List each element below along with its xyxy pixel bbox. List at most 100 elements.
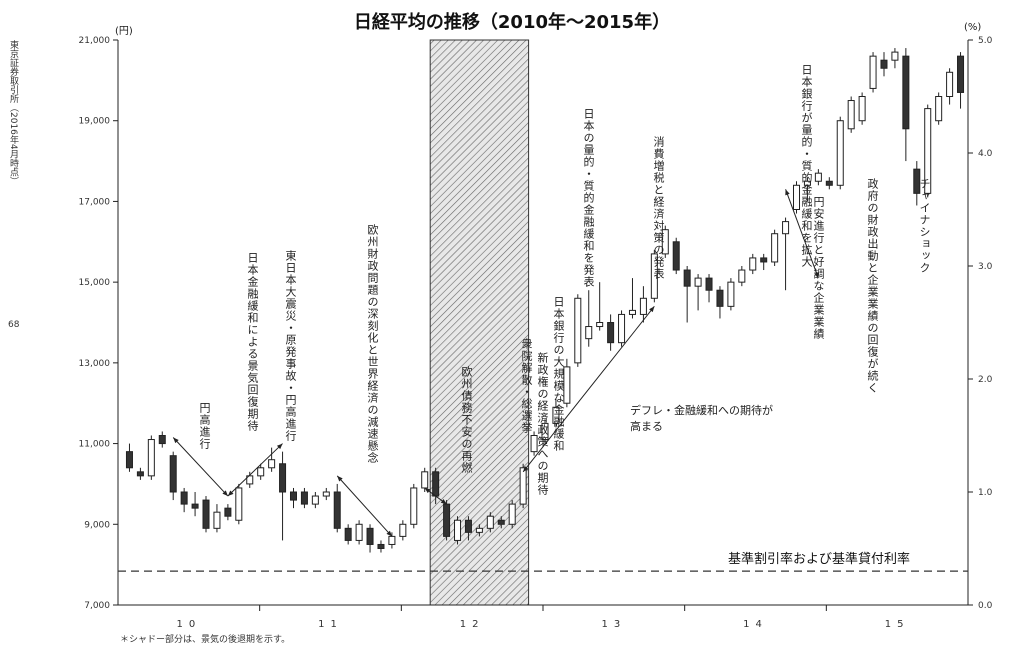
candle-body <box>399 523 407 537</box>
y-right-tick-label: 3.0 <box>978 262 993 272</box>
annotation-13: 政府の財政出動と企業業績の回復が続く <box>866 178 879 394</box>
candle-body <box>902 55 910 130</box>
y-left-tick-label: 21,000 <box>79 36 111 46</box>
y-left-unit: (円) <box>115 26 133 37</box>
candle-body <box>607 322 615 344</box>
rate-line-label: 基準割引率および基準貸付利率 <box>728 552 911 567</box>
candle-body <box>311 495 319 505</box>
arrow-head <box>440 498 447 505</box>
candle-body <box>803 180 811 186</box>
annotation-12: 円安進行と好調な企業業績 <box>812 196 825 340</box>
y-right-tick-label: 5.0 <box>978 36 993 46</box>
candle-body <box>191 503 199 509</box>
candle-body <box>235 487 243 521</box>
candle-body <box>508 503 516 525</box>
arrow-head <box>523 466 529 472</box>
annotation-arrow <box>522 306 655 473</box>
candle-body <box>541 422 549 441</box>
candle-body <box>563 366 571 404</box>
candle-body <box>957 55 965 93</box>
y-left-tick-label: 15,000 <box>79 278 111 288</box>
candle-body <box>814 172 822 182</box>
candle-body <box>464 519 472 533</box>
candle-body <box>410 487 418 525</box>
candle-body <box>913 168 921 194</box>
annotation-8: 日本銀行の大規模な金融緩和 <box>552 296 565 452</box>
arrow-head <box>386 530 392 537</box>
candle-body <box>169 455 177 493</box>
candle-body <box>180 491 188 505</box>
candle-body <box>672 241 680 271</box>
y-right-tick-label: 4.0 <box>978 149 993 159</box>
candle-body <box>421 471 429 489</box>
arrow-head <box>276 443 283 450</box>
y-left-tick-label: 17,000 <box>79 197 111 207</box>
candle-body <box>530 435 538 453</box>
candle-body <box>858 96 866 122</box>
x-tick-label: 15 <box>885 619 910 630</box>
annotation-3: 東日本大震災・原発事故・円高進行 <box>284 250 297 442</box>
candle-body <box>344 527 352 541</box>
arrow-head <box>227 490 234 497</box>
annotation-6: 衆院解散・総選挙 <box>520 338 533 434</box>
candle-body <box>628 309 636 315</box>
candle-body <box>454 519 462 541</box>
candle-body <box>771 233 779 263</box>
candle-body <box>847 100 855 130</box>
annotation-arrow <box>172 437 229 497</box>
annotation-arrow <box>227 443 283 497</box>
candle-body <box>213 511 221 529</box>
candle-body <box>432 471 440 497</box>
candle-body <box>268 459 276 469</box>
y-right-tick-label: 2.0 <box>978 375 993 385</box>
annotation-10: 消費増税と経済対策の発表 <box>652 136 665 280</box>
candle-body <box>443 503 451 537</box>
x-tick-label: 11 <box>318 619 343 630</box>
candle-body <box>585 326 593 340</box>
arrow-head <box>424 487 431 494</box>
candle-body <box>705 277 713 291</box>
y-left-tick-label: 19,000 <box>79 117 111 127</box>
candle-body <box>125 451 133 469</box>
y-left-tick-label: 7,000 <box>84 601 110 611</box>
candle-body <box>388 535 396 545</box>
candle-body <box>760 257 768 263</box>
arrow-head <box>785 189 790 196</box>
x-tick-label: 14 <box>743 619 768 630</box>
candle-body <box>279 463 287 493</box>
candle-body <box>257 467 265 477</box>
arrow-head <box>222 490 228 497</box>
candle-body <box>618 313 626 344</box>
annotation-11: 日本銀行が量的・質的金融緩和を拡大 <box>800 64 813 268</box>
candle-body <box>738 269 746 283</box>
y-right-tick-label: 1.0 <box>978 488 993 498</box>
candle-body <box>716 289 724 307</box>
candle-body <box>322 491 330 497</box>
candle-body <box>497 519 505 525</box>
x-tick-label: 10 <box>176 619 201 630</box>
candle-body <box>355 523 363 541</box>
candle-body <box>869 55 877 89</box>
candle-body <box>475 527 483 533</box>
candle-body <box>683 269 691 287</box>
candle-body <box>792 184 801 211</box>
candle-body <box>300 491 308 505</box>
candle-body <box>650 253 658 299</box>
chart-title: 日経平均の推移（2010年～2015年） <box>353 12 671 33</box>
candle-body <box>596 322 604 328</box>
candle-body <box>136 471 144 477</box>
side-number: 68 <box>8 320 20 330</box>
candle-body <box>224 507 232 517</box>
candle-body <box>639 297 647 315</box>
y-left-tick-label: 9,000 <box>84 520 110 530</box>
annotation-1: 円高進行 <box>198 402 211 450</box>
candle-body <box>825 180 833 186</box>
annotation-9: 日本の量的・質的金融緩和を発表 <box>582 108 595 288</box>
candle-body <box>661 229 669 255</box>
y-right-tick-label: 0.0 <box>978 601 993 611</box>
candle-body <box>366 527 374 545</box>
arrow-head <box>337 475 343 482</box>
candle-body <box>147 439 155 477</box>
